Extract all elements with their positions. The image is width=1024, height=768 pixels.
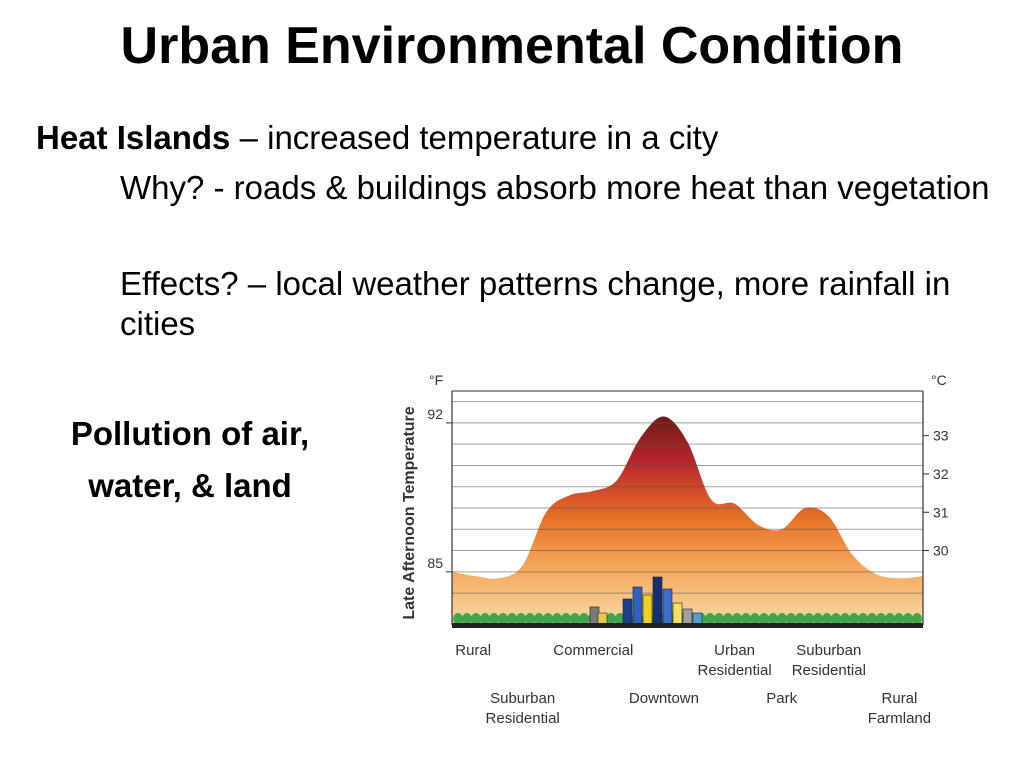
category-row-1-label: Suburban Residential	[792, 642, 866, 679]
y-tick-label-right: 33	[933, 428, 949, 444]
category-label-line: Suburban	[490, 690, 555, 707]
heat-island-temperature-chart: °F 85 92 °C 30 31 32 33 Late Afternoon Temperatu…	[401, 372, 949, 727]
tree-icon	[750, 613, 760, 625]
category-row-2-label: Park	[766, 690, 797, 707]
tree-icon	[840, 613, 850, 625]
tree-icon	[813, 613, 823, 625]
y-axis-title: Late Afternoon Temperature	[401, 406, 418, 619]
category-label-line: Residential	[792, 662, 866, 679]
tree-icon	[894, 613, 904, 625]
category-label-line: Urban	[714, 642, 755, 659]
category-row-1-label: Rural	[455, 642, 491, 659]
category-label-line: Suburban	[796, 642, 861, 659]
effects-bullet: Effects? – local weather patterns change…	[120, 265, 951, 342]
building-icon	[652, 576, 663, 626]
tree-icon	[615, 613, 625, 625]
category-row-2-label: Suburban Residential	[486, 690, 560, 727]
pollution-line-2: water, & land	[88, 467, 292, 504]
tree-icon	[606, 613, 616, 625]
tree-icon	[453, 613, 463, 625]
tree-icon	[723, 613, 733, 625]
building-icon	[622, 598, 633, 626]
heat-islands-term: Heat Islands	[36, 119, 231, 156]
category-label-line: Residential	[486, 710, 560, 727]
category-row-2-label: Rural Farmland	[868, 690, 931, 727]
y-tick-label-right: 30	[933, 543, 949, 559]
y-tick-label-left: 92	[427, 406, 443, 422]
category-row-1-label: Commercial	[553, 642, 633, 659]
category-label-line: Commercial	[553, 642, 633, 659]
tree-icon	[732, 613, 742, 625]
building-icon	[632, 586, 643, 626]
tree-icon	[876, 613, 886, 625]
heat-islands-bullet: Heat Islands – increased temperature in …	[36, 116, 718, 160]
tree-icon	[705, 613, 715, 625]
y-tick-label-right: 32	[933, 466, 949, 482]
tree-icon	[786, 613, 796, 625]
tree-icon	[912, 613, 922, 625]
building-icon	[642, 594, 653, 626]
tree-icon	[777, 613, 787, 625]
category-label-line: Rural	[882, 690, 918, 707]
tree-icon	[741, 613, 751, 625]
category-label-line: Farmland	[868, 710, 931, 727]
category-row-2-label: Downtown	[629, 690, 699, 707]
pollution-text: Pollution of air, water, & land	[30, 408, 350, 512]
tree-icon	[867, 613, 877, 625]
y-tick-label-right: 31	[933, 504, 949, 520]
tree-icon	[516, 613, 526, 625]
ground-line	[452, 623, 923, 628]
category-label-line: Residential	[697, 662, 771, 679]
tree-icon	[714, 613, 724, 625]
category-label-line: Rural	[455, 642, 491, 659]
tree-icon	[489, 613, 499, 625]
heat-islands-definition: – increased temperature in a city	[230, 119, 719, 156]
tree-icon	[525, 613, 535, 625]
y-tick-label-left: 85	[427, 555, 443, 571]
tree-icon	[480, 613, 490, 625]
building-icon	[589, 606, 600, 626]
tree-icon	[858, 613, 868, 625]
category-label-line: Downtown	[629, 690, 699, 707]
y-unit-right: °C	[931, 372, 947, 388]
tree-icon	[822, 613, 832, 625]
tree-icon	[507, 613, 517, 625]
building-icon	[682, 608, 693, 626]
tree-icon	[759, 613, 769, 625]
tree-icon	[804, 613, 814, 625]
tree-icon	[471, 613, 481, 625]
why-bullet: Why? - roads & buildings absorb more hea…	[120, 169, 990, 206]
tree-icon	[849, 613, 859, 625]
tree-icon	[768, 613, 778, 625]
tree-icon	[903, 613, 913, 625]
tree-icon	[561, 613, 571, 625]
tree-icon	[543, 613, 553, 625]
slide-title: Urban Environmental Condition	[120, 17, 904, 75]
tree-icon	[579, 613, 589, 625]
tree-icon	[552, 613, 562, 625]
tree-icon	[795, 613, 805, 625]
category-label-line: Park	[766, 690, 797, 707]
y-unit-left: °F	[429, 372, 443, 388]
tree-icon	[570, 613, 580, 625]
category-row-1-label: Urban Residential	[697, 642, 771, 679]
building-icon	[672, 602, 683, 626]
building-icon	[662, 588, 673, 626]
tree-icon	[498, 613, 508, 625]
pollution-line-1: Pollution of air,	[70, 415, 310, 452]
tree-icon	[831, 613, 841, 625]
tree-icon	[534, 613, 544, 625]
tree-icon	[462, 613, 472, 625]
temperature-area	[452, 416, 923, 625]
tree-icon	[885, 613, 895, 625]
